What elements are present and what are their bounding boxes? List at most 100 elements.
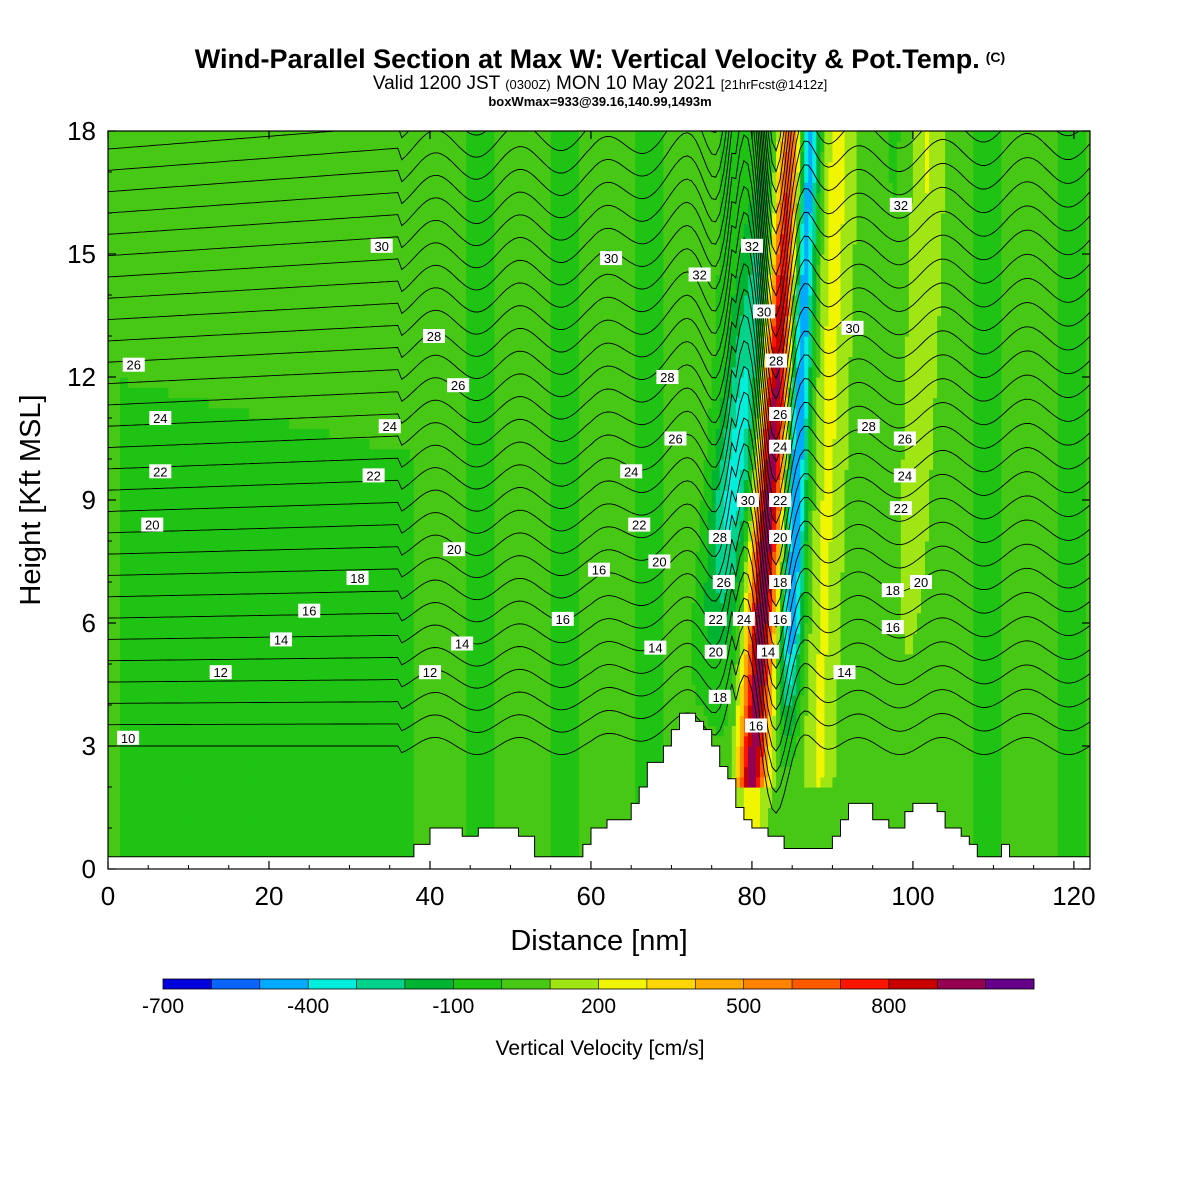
velocity-cell [128, 315, 133, 327]
velocity-cell [285, 776, 290, 788]
velocity-cell [277, 325, 282, 337]
velocity-cell [313, 674, 318, 686]
velocity-cell [160, 838, 165, 850]
velocity-cell [285, 530, 290, 542]
velocity-cell [196, 694, 202, 706]
velocity-cell [136, 838, 141, 850]
velocity-cell [260, 366, 266, 378]
velocity-cell [248, 161, 254, 173]
velocity-cell [317, 469, 322, 481]
velocity-cell [188, 489, 194, 501]
velocity-cell [293, 131, 298, 142]
velocity-cell [341, 592, 347, 604]
velocity-cell [277, 674, 282, 686]
velocity-cell [232, 489, 238, 501]
velocity-cell [120, 653, 125, 665]
velocity-cell [293, 264, 298, 276]
velocity-cell [176, 172, 182, 183]
velocity-cell [232, 346, 238, 358]
velocity-cell [248, 766, 254, 778]
velocity-cell [168, 725, 173, 737]
velocity-cell [297, 582, 302, 593]
velocity-cell [317, 725, 322, 737]
velocity-cell [172, 284, 178, 296]
velocity-cell [325, 756, 330, 768]
velocity-cell [277, 213, 282, 224]
velocity-cell [373, 561, 379, 573]
velocity-cell [293, 295, 298, 306]
velocity-cell [240, 172, 246, 183]
velocity-cell [289, 725, 294, 737]
velocity-cell [192, 571, 198, 583]
velocity-cell [116, 336, 121, 347]
velocity-cell [192, 428, 198, 440]
velocity-cell [188, 469, 194, 481]
velocity-cell [357, 838, 363, 850]
velocity-cell [248, 797, 254, 809]
velocity-cell [176, 787, 182, 798]
velocity-cell [240, 766, 246, 778]
velocity-cell [196, 735, 202, 747]
velocity-cell [369, 643, 375, 655]
velocity-cell [333, 274, 338, 286]
velocity-cell [333, 705, 338, 716]
velocity-cell [305, 131, 310, 142]
velocity-cell [285, 315, 290, 327]
velocity-cell [256, 397, 262, 409]
velocity-cell [228, 684, 234, 696]
velocity-cell [212, 274, 218, 286]
velocity-cell [244, 151, 250, 163]
velocity-cell [200, 377, 206, 388]
velocity-cell [277, 264, 282, 276]
velocity-cell [228, 500, 234, 511]
velocity-cell [212, 623, 218, 634]
velocity-cell [377, 612, 383, 624]
velocity-cell [176, 807, 182, 819]
velocity-cell [216, 254, 222, 265]
velocity-cell [321, 233, 326, 245]
velocity-cell [200, 582, 206, 593]
velocity-cell [108, 582, 113, 593]
velocity-cell [116, 223, 121, 235]
velocity-cell [156, 787, 161, 798]
velocity-cell [224, 172, 230, 183]
velocity-cell [124, 828, 129, 839]
velocity-cell [248, 141, 254, 153]
velocity-cell [325, 561, 330, 573]
velocity-cell [212, 838, 218, 850]
velocity-cell [188, 459, 194, 470]
velocity-cell [116, 448, 121, 460]
velocity-cell [377, 817, 383, 829]
velocity-cell [160, 571, 165, 583]
velocity-cell [357, 407, 363, 419]
velocity-cell [152, 612, 157, 624]
velocity-cell [152, 694, 157, 706]
velocity-cell [168, 653, 173, 665]
velocity-cell [365, 274, 371, 286]
velocity-cell [305, 633, 310, 645]
velocity-cell [337, 510, 343, 522]
velocity-cell [353, 746, 359, 757]
velocity-cell [124, 418, 129, 429]
velocity-cell [240, 233, 246, 245]
velocity-cell [232, 633, 238, 645]
velocity-cell [128, 776, 133, 788]
velocity-cell [325, 582, 330, 593]
velocity-cell [260, 817, 266, 829]
velocity-cell [321, 561, 326, 573]
velocity-cell [321, 674, 326, 686]
velocity-cell [256, 664, 262, 675]
velocity-cell [361, 735, 367, 747]
velocity-cell [329, 172, 334, 183]
velocity-cell [321, 623, 326, 634]
velocity-cell [313, 828, 318, 839]
velocity-cell [289, 397, 294, 409]
velocity-cell [248, 715, 254, 727]
velocity-cell [128, 489, 133, 501]
velocity-cell [188, 325, 194, 337]
velocity-cell [321, 807, 326, 819]
velocity-cell [180, 653, 186, 665]
velocity-cell [216, 336, 222, 347]
velocity-cell [128, 500, 133, 511]
velocity-cell [236, 541, 242, 552]
